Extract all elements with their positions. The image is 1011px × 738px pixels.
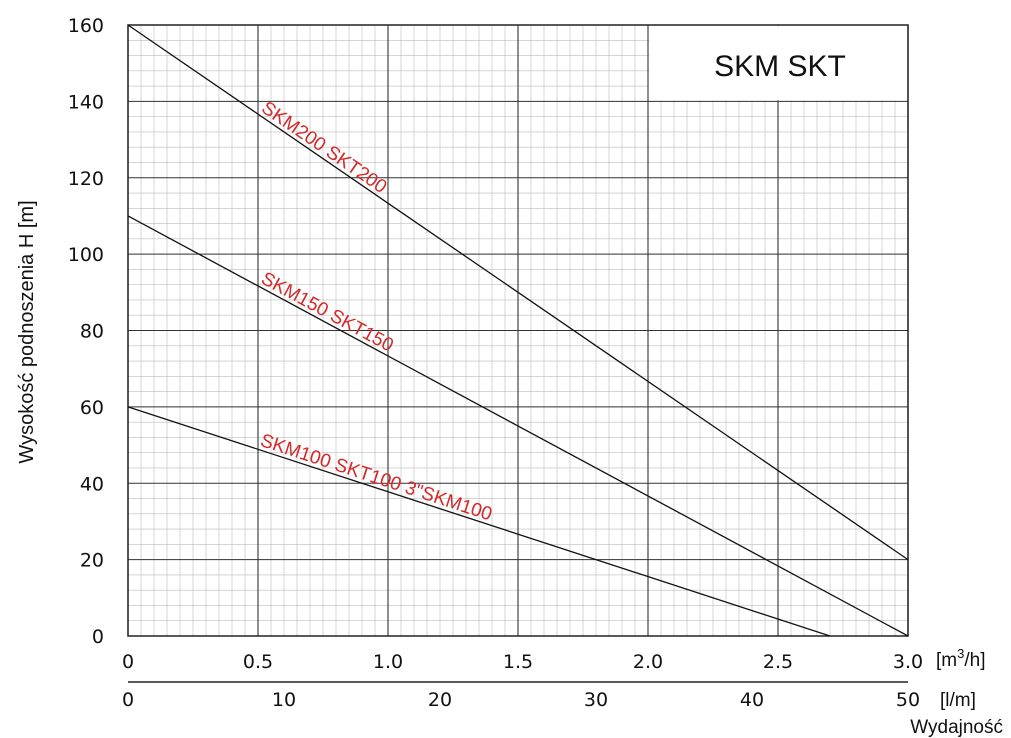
x-secondary-tick-label: 30 bbox=[584, 689, 608, 711]
curve-label: SKM200 SKT200 bbox=[257, 98, 390, 198]
y-tick-label: 120 bbox=[68, 168, 104, 190]
y-tick-label: 160 bbox=[68, 15, 104, 37]
curves bbox=[127, 24, 909, 637]
x-unit-primary-sup: 3 bbox=[957, 646, 964, 661]
y-axis-label: Wysokość podnoszenia H [m] bbox=[16, 200, 38, 463]
x-secondary-tick-label: 20 bbox=[428, 689, 452, 711]
curve-labels: SKM200 SKT200 SKM150 SKT150 SKM100 SKT100 … bbox=[257, 98, 494, 526]
y-tick-label: 60 bbox=[80, 397, 104, 419]
x-tick-label: 1.5 bbox=[503, 651, 533, 673]
x-tick-label: 1.0 bbox=[373, 651, 403, 673]
x-tick-label: 3.0 bbox=[893, 651, 923, 673]
x-axis-label: Wydajność bbox=[910, 717, 1003, 738]
x-secondary-tick-label: 0 bbox=[122, 689, 134, 711]
x-tick-label: 2.0 bbox=[633, 651, 663, 673]
x-tick-label: 0 bbox=[122, 651, 134, 673]
curve-line bbox=[127, 406, 831, 637]
curve-line bbox=[127, 24, 909, 561]
x-secondary-tick-label: 40 bbox=[740, 689, 764, 711]
chart-title: SKM SKT bbox=[714, 50, 846, 83]
x-secondary-tick-labels: 0 10 20 30 40 50 bbox=[122, 689, 920, 711]
x-unit-primary-base: [m bbox=[936, 650, 957, 671]
plot-frame bbox=[127, 24, 909, 637]
x-tick-labels: 0 0.5 1.0 1.5 2.0 2.5 3.0 bbox=[122, 651, 923, 673]
y-tick-label: 40 bbox=[80, 473, 104, 495]
x-tick-label: 2.5 bbox=[763, 651, 793, 673]
y-tick-label: 80 bbox=[80, 321, 104, 343]
x-unit-primary: [m3/h] bbox=[936, 646, 985, 671]
curve-line bbox=[127, 215, 909, 637]
x-unit-secondary: [l/m] bbox=[940, 690, 976, 711]
curve-label: SKM100 SKT100 3"SKM100 bbox=[258, 430, 495, 525]
y-tick-labels: 0 20 40 60 80 100 120 140 160 bbox=[68, 15, 104, 648]
title-box bbox=[649, 26, 907, 101]
y-tick-label: 0 bbox=[92, 626, 104, 648]
x-unit-primary-tail: /h] bbox=[964, 650, 985, 671]
curve-label: SKM150 SKT150 bbox=[258, 268, 397, 356]
y-tick-label: 100 bbox=[68, 244, 104, 266]
x-tick-label: 0.5 bbox=[243, 651, 273, 673]
x-secondary-tick-label: 10 bbox=[272, 689, 296, 711]
x-secondary-tick-label: 50 bbox=[896, 689, 920, 711]
y-tick-label: 140 bbox=[68, 91, 104, 113]
y-tick-label: 20 bbox=[80, 550, 104, 572]
